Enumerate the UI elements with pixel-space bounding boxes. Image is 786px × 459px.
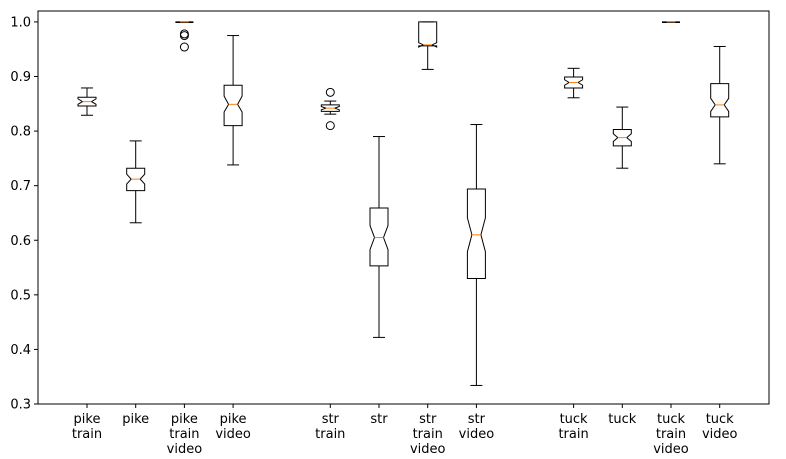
box-body	[564, 76, 584, 89]
y-tick-label: 0.4	[10, 343, 31, 358]
box-tuck	[612, 106, 632, 169]
x-tick-label: str	[322, 412, 340, 427]
x-tick-label: train	[315, 427, 345, 442]
x-tick-label: tuck	[657, 412, 685, 427]
box-body	[710, 83, 730, 118]
y-tick-label: 0.5	[10, 288, 31, 303]
x-tick-label: video	[459, 427, 495, 442]
x-tick-label: pike	[122, 412, 149, 427]
x-tick-label: pike	[220, 412, 247, 427]
box-pike	[126, 140, 146, 224]
x-tick-label: str	[370, 412, 388, 427]
outlier-point	[325, 121, 335, 131]
y-tick-label: 0.6	[10, 234, 31, 249]
y-tick-label: 0.7	[10, 179, 31, 194]
outlier-point	[179, 42, 189, 52]
x-tick-label: str	[468, 412, 486, 427]
x-tick-label: tuck	[706, 412, 734, 427]
box-str-train	[320, 87, 340, 131]
box-tuck-train-video	[661, 21, 681, 23]
box-str-video	[466, 124, 486, 386]
x-tick-label: tuck	[608, 412, 636, 427]
x-tick-label: train	[413, 427, 443, 442]
x-tick-label: pike	[74, 412, 101, 427]
box-body	[320, 104, 340, 112]
outlier-point	[325, 87, 335, 97]
box-pike-train	[77, 87, 97, 116]
outlier-point	[179, 31, 189, 41]
x-tick-label: pike	[171, 412, 198, 427]
x-tick-label: video	[702, 427, 738, 442]
x-tick-label: str	[419, 412, 437, 427]
y-tick-label: 0.9	[10, 70, 31, 85]
plot-area	[37, 10, 770, 405]
box-tuck-video	[710, 45, 730, 165]
y-tick-label: 1.0	[10, 15, 31, 30]
x-tick-label: train	[656, 427, 686, 442]
x-tick-label: train	[558, 427, 588, 442]
box-body	[369, 207, 389, 267]
box-str	[369, 136, 389, 338]
box-pike-video	[223, 35, 243, 166]
box-tuck-train	[564, 67, 584, 99]
y-axis: 0.3 0.4 0.5 0.6 0.7 0.8 0.9 1.0	[10, 15, 38, 413]
box-body	[223, 84, 243, 127]
box-body	[466, 188, 486, 279]
y-tick-label: 0.3	[10, 398, 31, 413]
plot-frame	[37, 10, 770, 405]
box-body	[612, 128, 632, 147]
box-body	[77, 96, 97, 107]
x-tick-label: video	[410, 442, 446, 457]
x-tick-label: train	[169, 427, 199, 442]
x-tick-label: train	[72, 427, 102, 442]
boxes	[77, 21, 730, 386]
y-tick-label: 0.8	[10, 125, 31, 140]
box-pike-train-video	[175, 21, 194, 52]
x-tick-label: video	[653, 442, 689, 457]
x-tick-label: tuck	[560, 412, 588, 427]
box-body	[126, 167, 146, 192]
x-tick-label: video	[167, 442, 203, 457]
x-tick-label: video	[215, 427, 251, 442]
box-str-train-video	[418, 21, 438, 70]
box-body	[418, 21, 438, 48]
